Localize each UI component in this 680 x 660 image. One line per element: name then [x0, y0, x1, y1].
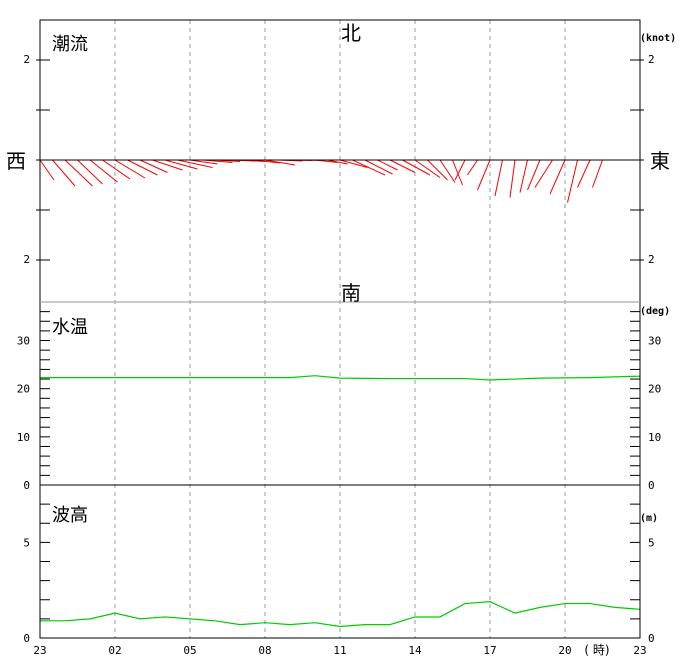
current-vector: [352, 159, 386, 176]
current-vector: [402, 159, 431, 176]
x-tick-label: 02: [108, 644, 121, 657]
current-vector: [427, 159, 448, 181]
current-unit-label: (knot): [640, 33, 676, 44]
compass-west: 西: [6, 149, 26, 173]
current-vector: [509, 159, 516, 198]
current-ytick-right-lower: 2: [648, 253, 655, 266]
current-vector: [389, 159, 416, 173]
y-tick-label-left: 0: [23, 479, 30, 492]
current-vector: [519, 159, 528, 193]
current-vector: [52, 159, 76, 187]
y-tick-label-right: 0: [648, 479, 655, 492]
current-vector: [339, 159, 368, 168]
current-vector: [102, 159, 131, 180]
current-vector: [452, 159, 463, 186]
current-panel-label: 潮流: [52, 34, 88, 55]
x-tick-label: 05: [183, 644, 196, 657]
temp-y-tick-labels: 0 0 10 10 20 20 30 30: [17, 335, 662, 492]
current-vector: [64, 159, 93, 187]
y-tick-label-right: 0: [648, 632, 655, 645]
current-vector: [127, 159, 158, 176]
current-vector: [114, 159, 146, 179]
grid-layer: [36, 20, 644, 639]
series-line: [40, 375, 641, 381]
current-vector: [364, 159, 393, 175]
current-ytick-left-lower: 2: [23, 253, 30, 266]
current-vector: [377, 159, 398, 171]
current-vector: [77, 159, 103, 185]
y-tick-label-right: 10: [648, 431, 661, 444]
current-vector: [189, 159, 218, 165]
series-line: [40, 601, 641, 628]
x-tick-label: 23: [33, 644, 46, 657]
current-vector: [89, 159, 118, 183]
temp-unit-label: (deg): [640, 306, 670, 317]
current-vector: [592, 159, 603, 188]
current-vector: [454, 159, 466, 181]
y-tick-label-right: 5: [648, 536, 655, 549]
current-vector: [577, 159, 591, 188]
y-tick-label-left: 20: [17, 383, 30, 396]
current-vector: [567, 159, 578, 203]
current-ytick-left-upper: 2: [23, 53, 30, 66]
current-vector: [527, 159, 541, 191]
current-vector: [139, 159, 168, 173]
current-vector: [327, 159, 348, 165]
current-vector: [152, 159, 183, 171]
wave-y-tick-labels: 0 0 5 5: [23, 536, 654, 645]
y-tick-label-left: 5: [23, 536, 30, 549]
y-tick-label-right: 20: [648, 383, 661, 396]
y-tick-label-left: 0: [23, 632, 30, 645]
y-tick-label-left: 30: [17, 335, 30, 348]
compass-south: 南: [341, 281, 361, 305]
current-vector: [414, 159, 441, 178]
wave-panel-label: 波高: [52, 505, 88, 526]
x-tick-label: 20: [558, 644, 571, 657]
current-vector: [549, 159, 566, 195]
x-axis-unit: ( 時): [584, 643, 609, 657]
y-tick-label-left: 10: [17, 431, 30, 444]
current-vector: [534, 159, 553, 188]
compass-north: 北: [341, 21, 361, 45]
x-tick-label: 23: [633, 644, 646, 657]
current-vector: [477, 159, 491, 191]
current-vector: [264, 159, 296, 166]
current-vector: [39, 159, 55, 181]
current-ytick-right-upper: 2: [648, 53, 655, 66]
x-tick-label: 11: [333, 644, 346, 657]
x-tick-labels: 23 02 05 08 11 14 17 20 23: [33, 644, 646, 657]
compass-east: 東: [650, 149, 670, 173]
x-tick-label: 14: [408, 644, 422, 657]
current-vector: [439, 159, 456, 183]
current-vector: [164, 159, 198, 170]
temp-panel-label: 水温: [52, 317, 88, 338]
current-vector: [467, 159, 478, 176]
marks-layer: [39, 159, 641, 628]
chart-frame: [39, 19, 641, 639]
x-tick-label: 08: [258, 644, 271, 657]
y-tick-label-right: 30: [648, 335, 661, 348]
current-vector: [177, 159, 213, 168]
x-tick-label: 17: [483, 644, 496, 657]
wave-unit-label: (m): [640, 513, 658, 524]
current-vector: [494, 159, 503, 197]
